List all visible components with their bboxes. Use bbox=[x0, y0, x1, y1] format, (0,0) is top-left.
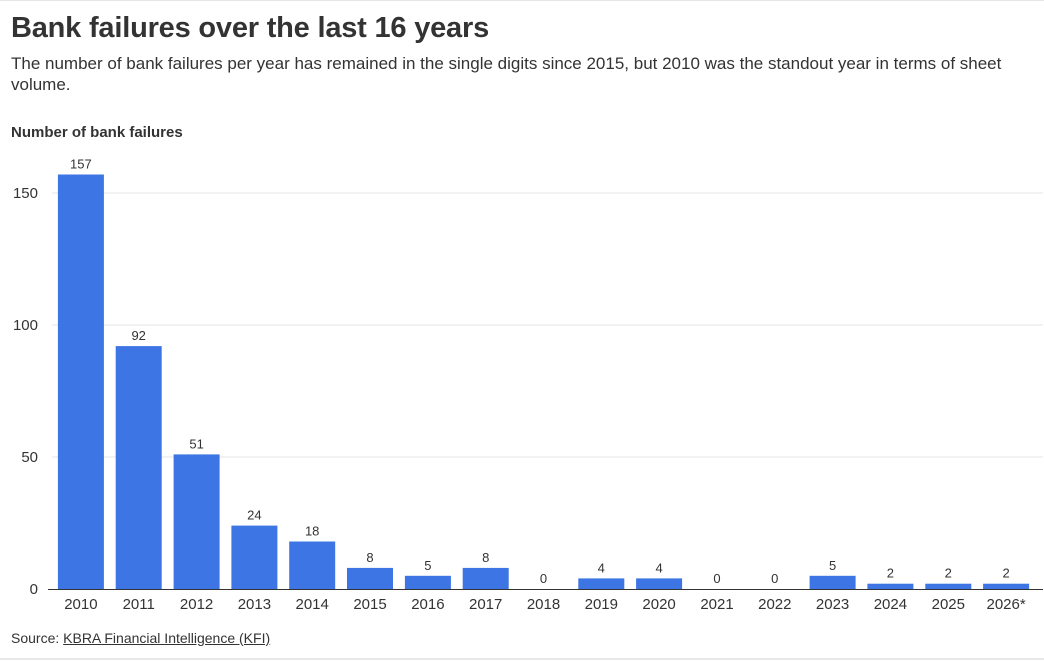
x-tick-label: 2012 bbox=[180, 596, 213, 613]
x-tick-label: 2024 bbox=[874, 596, 907, 613]
bar-2016 bbox=[404, 575, 451, 589]
value-label: 18 bbox=[305, 524, 319, 539]
bar-2012 bbox=[173, 454, 220, 589]
source-link[interactable]: KBRA Financial Intelligence (KFI) bbox=[63, 630, 271, 646]
y-tick-label: 0 bbox=[30, 581, 38, 598]
value-label: 5 bbox=[424, 558, 431, 573]
x-tick-label: 2014 bbox=[296, 596, 329, 613]
bar-2014 bbox=[289, 541, 336, 589]
x-tick-label: 2013 bbox=[238, 596, 271, 613]
x-tick-label: 2019 bbox=[585, 596, 618, 613]
bar-2020 bbox=[636, 578, 683, 589]
x-tick-label: 2018 bbox=[527, 596, 560, 613]
value-label: 5 bbox=[829, 558, 836, 573]
y-tick-label: 100 bbox=[13, 317, 38, 334]
top-divider bbox=[0, 0, 1044, 1]
source-note: Source: KBRA Financial Intelligence (KFI… bbox=[11, 630, 270, 646]
value-label: 24 bbox=[247, 508, 261, 523]
value-label: 92 bbox=[131, 328, 145, 343]
value-label: 0 bbox=[713, 571, 720, 586]
bar-2026 bbox=[983, 583, 1030, 589]
x-tick-label: 2022 bbox=[758, 596, 791, 613]
x-tick-label: 2021 bbox=[700, 596, 733, 613]
bar-2010 bbox=[57, 174, 104, 589]
y-axis: 0 50 100 150 bbox=[13, 185, 38, 598]
bar-2025 bbox=[925, 583, 972, 589]
x-tick-label: 2020 bbox=[642, 596, 675, 613]
x-tick-label: 2017 bbox=[469, 596, 502, 613]
value-label: 2 bbox=[1002, 566, 1009, 581]
x-tick-label: 2016 bbox=[411, 596, 444, 613]
bar-chart: 157 92 51 24 18 8 5 8 0 4 4 0 0 5 2 2 2 2010 2011 2012 2013… bbox=[13, 157, 1043, 613]
bar-2011 bbox=[115, 346, 162, 589]
x-tick-label: 2026* bbox=[986, 596, 1025, 613]
bottom-divider bbox=[0, 658, 1044, 660]
value-label: 0 bbox=[540, 571, 547, 586]
value-label: 51 bbox=[189, 436, 203, 451]
data-labels: 157 92 51 24 18 8 5 8 0 4 4 0 0 5 2 2 2 bbox=[70, 157, 1010, 587]
bar-2017 bbox=[462, 567, 509, 589]
value-label: 2 bbox=[945, 566, 952, 581]
gridlines bbox=[52, 192, 1043, 458]
x-tick-label: 2015 bbox=[353, 596, 386, 613]
source-prefix: Source: bbox=[11, 630, 64, 646]
bars bbox=[57, 174, 1030, 589]
value-label: 2 bbox=[887, 566, 894, 581]
chart-title: Bank failures over the last 16 years bbox=[11, 12, 489, 44]
value-label: 4 bbox=[655, 560, 662, 575]
chart-subtitle: The number of bank failures per year has… bbox=[11, 54, 1002, 94]
bar-2019 bbox=[578, 578, 625, 589]
bar-2015 bbox=[347, 567, 393, 589]
value-label: 8 bbox=[482, 550, 489, 565]
bar-2024 bbox=[867, 583, 914, 589]
y-axis-label: Number of bank failures bbox=[11, 124, 183, 141]
bar-2013 bbox=[231, 525, 278, 589]
value-label: 157 bbox=[70, 157, 92, 172]
x-axis: 2010 2011 2012 2013 2014 2015 2016 2017 2018 2019… bbox=[48, 589, 1043, 613]
value-label: 8 bbox=[366, 550, 373, 565]
y-tick-label: 150 bbox=[13, 185, 38, 202]
value-label: 0 bbox=[771, 571, 778, 586]
x-tick-label: 2025 bbox=[932, 596, 965, 613]
bar-2023 bbox=[809, 575, 856, 589]
x-tick-label: 2011 bbox=[123, 596, 155, 613]
y-tick-label: 50 bbox=[21, 449, 38, 466]
x-tick-label: 2023 bbox=[816, 596, 849, 613]
x-tick-label: 2010 bbox=[64, 596, 97, 613]
value-label: 4 bbox=[598, 560, 605, 575]
